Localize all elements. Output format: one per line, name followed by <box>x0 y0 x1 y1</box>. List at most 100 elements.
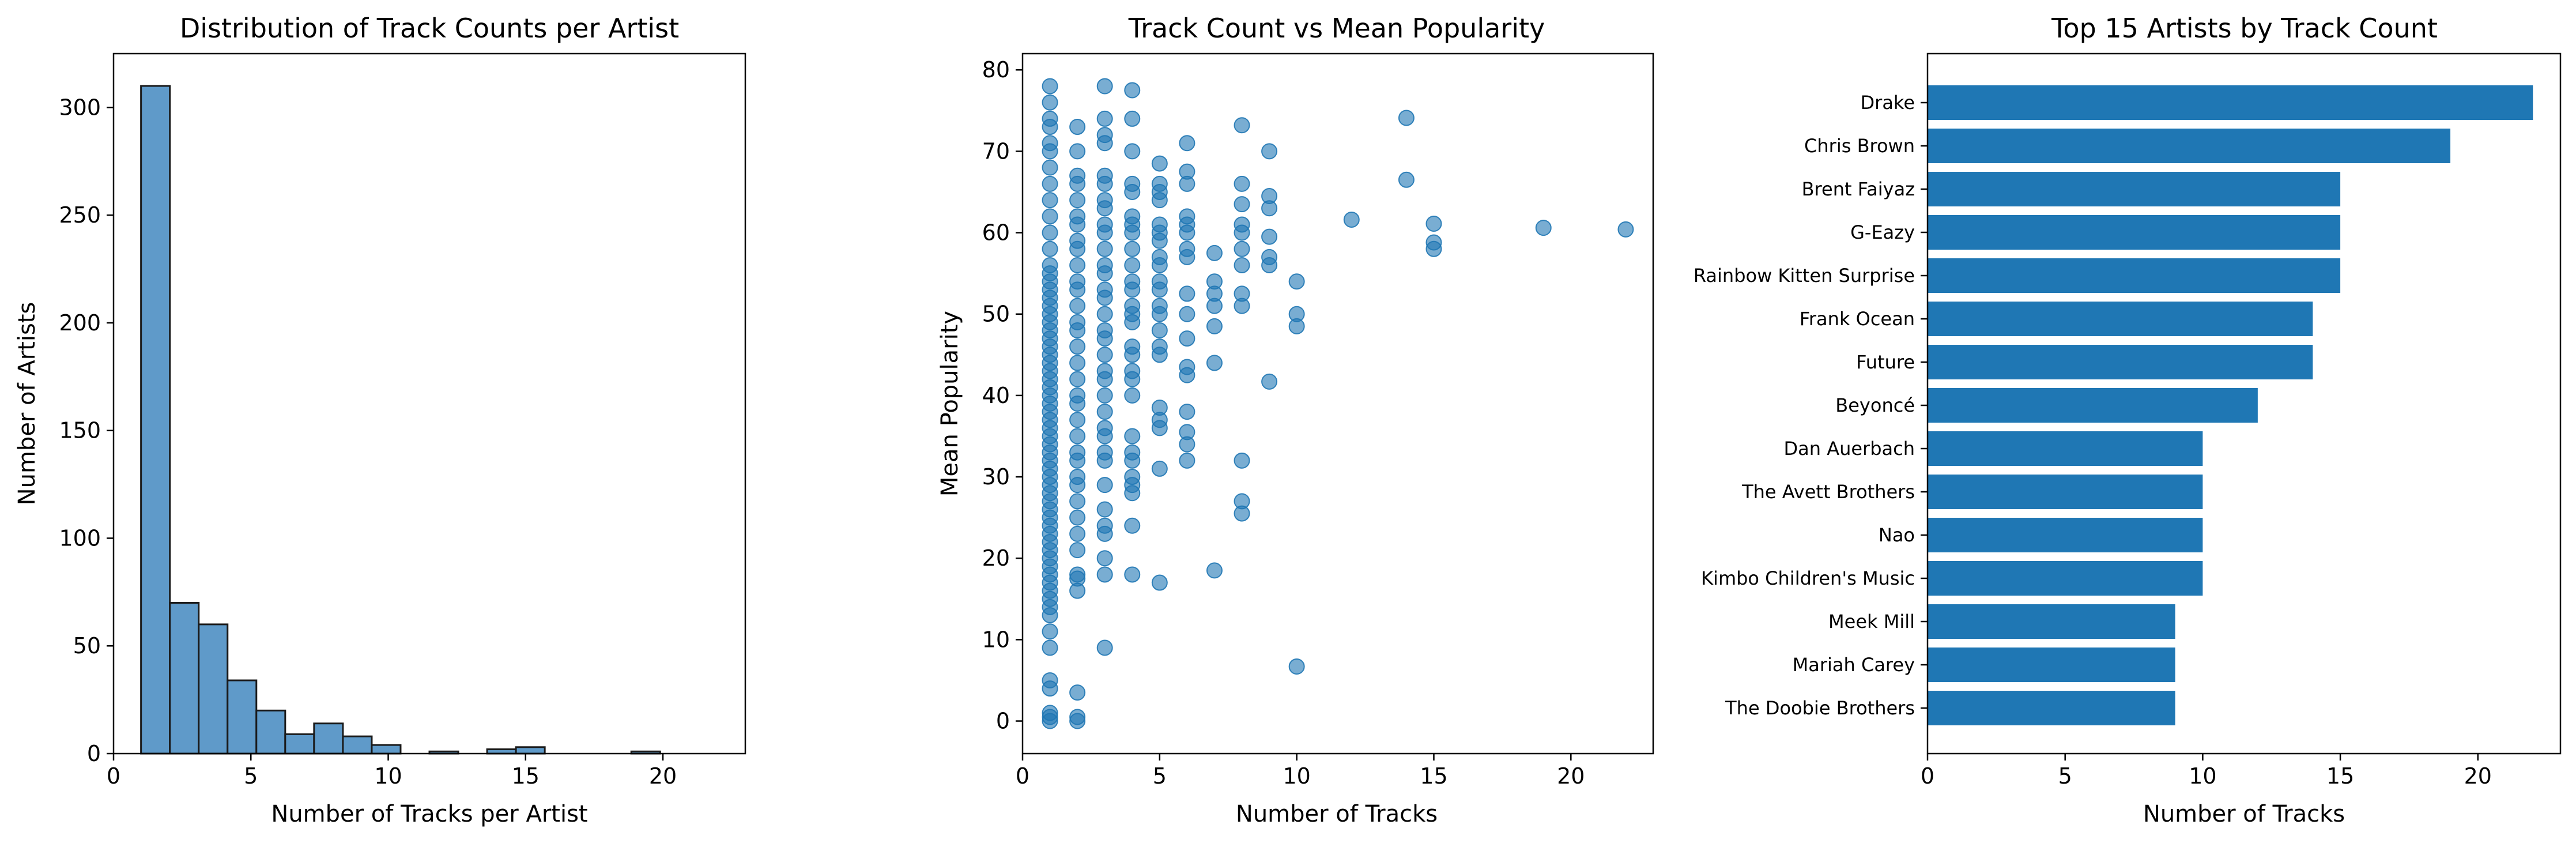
scatter-point <box>1042 257 1058 274</box>
scatter-point <box>1206 244 1223 261</box>
scatter-point <box>1206 355 1223 371</box>
x-axis-label: Number of Tracks per Artist <box>271 801 587 827</box>
artist-bar <box>1928 388 2258 423</box>
scatter-point <box>1124 517 1141 534</box>
x-axis-label: Number of Tracks <box>2143 801 2345 827</box>
scatter-point <box>1261 373 1278 390</box>
artist-bar <box>1928 691 2175 725</box>
y-tick-label: 150 <box>59 418 101 443</box>
scatter-point <box>1206 273 1223 290</box>
histogram-bar <box>284 733 315 755</box>
scatter-point <box>1261 228 1278 245</box>
artist-bar <box>1928 129 2451 163</box>
x-axis-label: Number of Tracks <box>1236 801 1438 827</box>
scatter-point <box>1069 167 1086 184</box>
plot-frame <box>1021 52 1654 755</box>
artist-label: Nao <box>1879 524 1915 546</box>
scatter-point <box>1096 167 1113 184</box>
y-tick-label: 70 <box>982 138 1010 164</box>
scatter-point <box>1069 387 1086 404</box>
y-tick-label: 10 <box>982 627 1010 652</box>
scatter-point <box>1096 550 1113 567</box>
y-tick-label: 50 <box>982 302 1010 327</box>
x-tick-label: 20 <box>1557 763 1585 789</box>
scatter-point <box>1234 240 1250 257</box>
y-tick-label: 200 <box>59 310 101 336</box>
scatter-point <box>1069 412 1086 428</box>
artist-label: Beyoncé <box>1835 394 1915 416</box>
scatter-point <box>1124 469 1141 485</box>
scatter-points <box>1042 78 1634 729</box>
scatter-point <box>1042 672 1058 688</box>
scatter-point <box>1124 257 1141 274</box>
histogram-bar <box>198 623 229 755</box>
scatter-point <box>1069 525 1086 542</box>
scatter-point <box>1069 273 1086 290</box>
scatter-point <box>1151 400 1168 416</box>
scatter-point <box>1124 273 1141 290</box>
scatter-panel: Track Count vs Mean Popularity 0 5 10 15 20 … <box>937 13 1654 827</box>
scatter-point <box>1343 211 1360 228</box>
scatter-point <box>1151 338 1168 355</box>
artist-label: The Avett Brothers <box>1741 481 1915 503</box>
chart-title: Top 15 Artists by Track Count <box>2051 13 2438 44</box>
x-tick-label: 0 <box>107 763 120 789</box>
scatter-point <box>1261 249 1278 265</box>
scatter-point <box>1069 566 1086 583</box>
scatter-point <box>1151 574 1168 591</box>
scatter-point <box>1151 322 1168 338</box>
y-tick-label: 100 <box>59 525 101 551</box>
scatter-point <box>1096 363 1113 379</box>
y-axis-label: Number of Artists <box>14 302 40 506</box>
scatter-point <box>1096 306 1113 322</box>
scatter-point <box>1096 477 1113 494</box>
scatter-point <box>1124 143 1141 160</box>
scatter-point <box>1069 257 1086 274</box>
scatter-point <box>1234 493 1250 510</box>
scatter-point <box>1069 542 1086 559</box>
x-tick-label: 0 <box>1921 763 1934 789</box>
scatter-point <box>1096 444 1113 461</box>
scatter-point <box>1179 208 1195 225</box>
x-tick-label: 20 <box>2464 763 2492 789</box>
x-axis-ticks: 0 5 10 15 20 <box>1016 754 1585 789</box>
chart-title: Distribution of Track Counts per Artist <box>180 13 679 44</box>
artist-bar <box>1928 85 2533 120</box>
scatter-point <box>1042 224 1058 241</box>
scatter-point <box>1042 135 1058 152</box>
scatter-point <box>1234 117 1250 134</box>
y-tick-label: 250 <box>59 202 101 228</box>
x-tick-label: 10 <box>1283 763 1310 789</box>
scatter-point <box>1124 208 1141 225</box>
y-axis-label: Mean Popularity <box>937 311 963 496</box>
scatter-point <box>1124 428 1141 445</box>
artist-bar <box>1928 302 2313 336</box>
histogram-bar <box>140 85 171 755</box>
scatter-point <box>1069 119 1086 135</box>
scatter-point <box>1096 257 1113 274</box>
histogram-bar <box>313 722 344 755</box>
scatter-point <box>1069 143 1086 160</box>
histogram-bar <box>342 735 373 755</box>
x-tick-label: 15 <box>512 763 540 789</box>
scatter-point <box>1151 249 1168 265</box>
plot-frame <box>112 52 746 755</box>
scatter-point <box>1069 192 1086 209</box>
scatter-point <box>1069 444 1086 461</box>
scatter-point <box>1096 404 1113 420</box>
scatter-point <box>1042 240 1058 257</box>
y-tick-label: 300 <box>59 95 101 120</box>
artist-label: Chris Brown <box>1804 135 1915 157</box>
scatter-point <box>1124 363 1141 379</box>
artist-bar <box>1928 215 2341 250</box>
artist-label: The Doobie Brothers <box>1725 697 1915 719</box>
x-tick-label: 10 <box>374 763 402 789</box>
scatter-point <box>1042 110 1058 127</box>
scatter-point <box>1042 623 1058 640</box>
x-tick-label: 15 <box>2326 763 2354 789</box>
scatter-point <box>1179 404 1195 420</box>
x-tick-label: 15 <box>1420 763 1447 789</box>
histogram-panel: Distribution of Track Counts per Artist … <box>14 13 746 827</box>
histogram-bar <box>371 744 402 755</box>
y-tick-label: 0 <box>996 709 1010 734</box>
